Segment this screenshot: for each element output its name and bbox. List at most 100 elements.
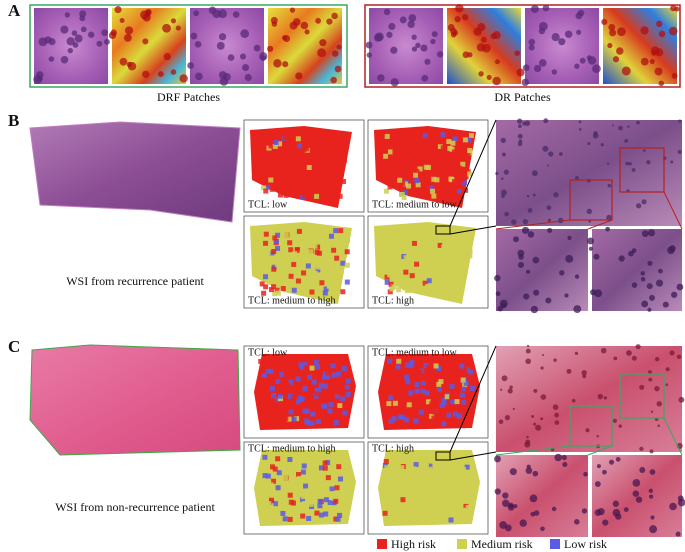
nucleus [501,302,507,309]
nucleus [281,35,288,41]
patch [603,8,677,84]
heat-cell [325,374,331,380]
nucleus [616,47,624,55]
heat-cell [384,465,390,471]
heat-cell [263,188,269,194]
group-caption: DRF Patches [157,90,220,104]
heat-cell [422,460,428,466]
nucleus [566,368,572,374]
nucleus [678,119,682,123]
heat-cell [271,284,277,290]
heat-cell [265,184,271,190]
nucleus [521,226,530,234]
nucleus [606,214,613,221]
heat-cell [387,184,393,190]
heat-cell [308,249,314,255]
nucleus [208,6,217,14]
heat-cell [322,142,328,148]
nucleus [48,56,55,62]
heat-cell [265,473,271,479]
heat-cell [433,514,439,520]
nucleus [315,17,321,24]
heat-cell [392,149,398,155]
heat-cell [387,272,393,278]
heat-cell [275,171,281,177]
nucleus [119,57,128,66]
heat-cell [467,147,473,153]
heat-cell [268,497,274,503]
nucleus [267,45,274,52]
heat-cell [295,278,301,284]
heat-cell [390,231,396,237]
nucleus [195,72,203,81]
nucleus [648,370,652,375]
heat-cell [344,262,350,268]
heat-cell [431,415,437,421]
heat-cell [300,377,306,383]
heat-cell [462,180,468,186]
nucleus [547,227,553,233]
nucleus [504,211,509,217]
heat-cell [333,470,339,476]
tissue-zoom [592,229,682,311]
heat-cell [275,290,281,296]
nucleus [574,274,580,279]
heat-cell [450,399,456,405]
heat-cell [398,278,404,284]
heat-cell [450,467,456,473]
zoom-line [663,417,683,456]
heat-cell [322,460,328,466]
heat-cell [271,162,277,168]
heat-cell [395,457,401,463]
heat-cell [311,140,317,146]
nucleus [551,69,558,75]
heat-cell [320,187,326,193]
nucleus [436,51,444,58]
heat-cell [294,183,300,189]
heat-cell [300,469,306,475]
nucleus [365,41,373,49]
nucleus [603,396,608,400]
nucleus [317,48,327,58]
heat-cell [388,418,394,424]
nucleus [648,488,653,493]
nucleus [526,344,530,348]
heat-cell [383,188,389,194]
heat-cell [311,379,317,385]
heat-cell [418,409,424,415]
heat-cell [463,380,469,386]
heat-cell [317,503,323,509]
heat-cell [271,248,277,254]
heat-cell [337,512,343,518]
heat-cell [422,133,428,139]
nucleus [528,38,536,46]
heat-cell [275,485,281,491]
heat-cell [345,378,351,384]
heat-cell [464,498,470,504]
nucleus [531,170,538,177]
heat-cell [434,479,440,485]
tissue-image [496,120,682,226]
heat-cell [340,137,346,143]
nucleus [639,446,644,451]
heat-cell [469,499,475,505]
nucleus [517,118,523,124]
heat-cell [343,509,349,515]
nucleus [532,470,539,477]
heat-cell [275,408,281,414]
heat-cell [342,410,348,416]
heat-cell [452,254,458,260]
wsi [29,121,241,223]
heat-cell [294,247,300,253]
nucleus [640,271,646,276]
nucleus [632,479,641,487]
heat-cell [272,143,278,149]
heat-cell [459,363,465,369]
heat-cell [298,455,304,461]
nucleus [194,41,202,48]
wsi-caption: WSI from non-recurrence patient [55,500,215,514]
heat-cell [389,257,395,263]
nucleus [526,269,531,274]
heat-cell [288,409,294,415]
heat-cell [309,236,315,242]
